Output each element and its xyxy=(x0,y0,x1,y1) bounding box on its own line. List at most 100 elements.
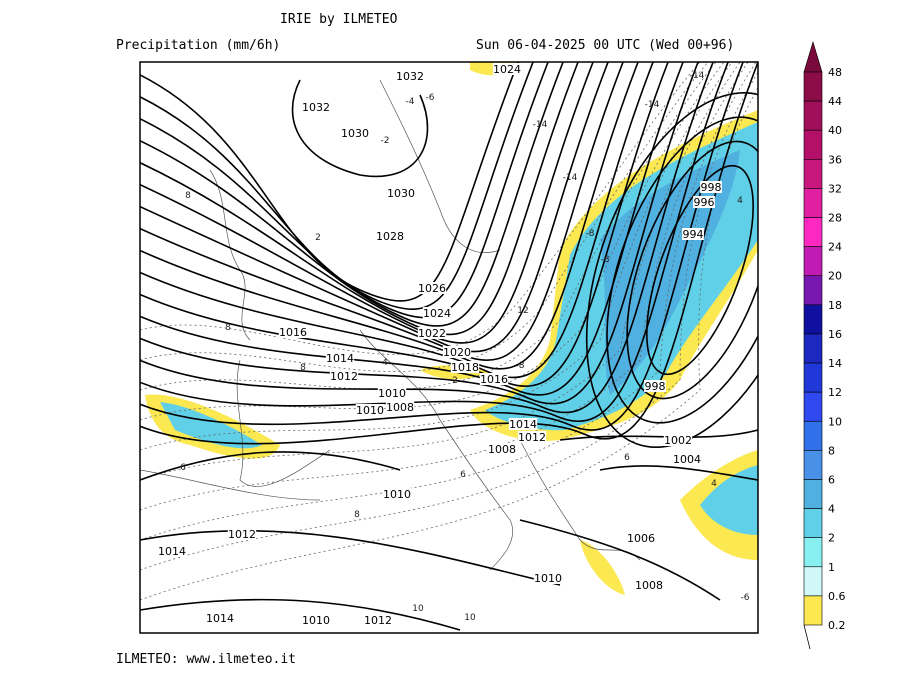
footer-credit: ILMETEO: www.ilmeteo.it xyxy=(116,652,297,667)
isobar-label: 1010 xyxy=(378,387,406,400)
temperature-label: 12 xyxy=(517,306,528,316)
isobar-label-bg xyxy=(644,380,666,392)
isobar-label: 1008 xyxy=(488,443,516,456)
colorbar-label: 20 xyxy=(828,270,842,283)
colorbar-label: 14 xyxy=(828,357,842,370)
isobar-label-bg xyxy=(700,181,722,193)
temperature-label: 8 xyxy=(185,191,191,201)
colorbar-segment xyxy=(803,71,823,102)
isobar xyxy=(140,62,564,327)
isobar-label-bg xyxy=(382,488,412,500)
isobar-label-bg xyxy=(301,101,331,113)
chart-title: IRIE by ILMETEO xyxy=(280,12,398,27)
precip-area xyxy=(160,402,262,449)
isobar-label: 1010 xyxy=(302,614,330,627)
temperature-label: -14 xyxy=(645,100,660,110)
isobar xyxy=(140,62,609,353)
temperature-isoline xyxy=(140,86,758,601)
colorbar-segment xyxy=(803,275,823,306)
precip-area xyxy=(700,465,758,535)
temperature-label: 10 xyxy=(412,604,424,614)
isobar-label: 1012 xyxy=(330,370,358,383)
isobar-label: 1014 xyxy=(509,418,537,431)
isobar-label: 1008 xyxy=(635,579,663,592)
isobar xyxy=(140,62,699,405)
isobar xyxy=(140,598,461,631)
isobar-label: 1004 xyxy=(673,453,701,466)
colorbar-segment xyxy=(803,333,823,364)
isobar-label: 1024 xyxy=(423,307,451,320)
colorbar-segment xyxy=(803,217,823,247)
colorbar-segment xyxy=(803,100,823,131)
colorbar-arrow xyxy=(803,40,823,73)
colorbar-segment xyxy=(803,420,823,451)
isobar-label: 1014 xyxy=(326,352,354,365)
isobar-label-bg xyxy=(663,434,693,446)
isobar-label: 1016 xyxy=(279,326,307,339)
isobar-label: 1028 xyxy=(376,230,404,243)
isobar-low xyxy=(626,140,758,400)
isobar xyxy=(140,62,594,344)
temperature-label: 2 xyxy=(452,376,458,386)
temperature-label: -4 xyxy=(406,97,415,107)
temperature-label: 8 xyxy=(354,510,360,520)
temperature-label: 8 xyxy=(225,323,231,333)
temperature-isoline xyxy=(140,71,758,571)
colorbar-label: 8 xyxy=(828,444,835,457)
colorbar-label: 18 xyxy=(828,299,842,312)
isobar xyxy=(140,62,714,414)
isobar-label-bg xyxy=(450,361,480,373)
isobar-label-bg xyxy=(205,612,235,624)
isobar-label-bg xyxy=(442,346,472,358)
temperature-labels: -14-14-14-14-8-8-6-4-222466888810106412-… xyxy=(180,71,750,623)
isobar-label-bg xyxy=(634,579,664,591)
isobar-label: 1014 xyxy=(158,545,186,558)
isobar xyxy=(140,62,534,310)
forecast-date: Sun 06-04-2025 00 UTC (Wed 00+96) xyxy=(476,38,735,53)
precip-area xyxy=(580,540,625,595)
colorbar-label: 2 xyxy=(828,532,835,545)
field-subtitle: Precipitation (mm/6h) xyxy=(116,38,281,53)
isobar-label: 1012 xyxy=(228,528,256,541)
colorbar-tail xyxy=(803,624,811,650)
isobar-label-bg xyxy=(487,443,517,455)
colorbar-label: 36 xyxy=(828,153,842,166)
isobar-label-bg xyxy=(385,401,415,413)
temperature-label: -8 xyxy=(516,361,525,371)
isobar xyxy=(140,451,401,481)
isobar-label: 1012 xyxy=(364,614,392,627)
isobar-label-bg xyxy=(492,63,522,75)
isobar-label: 996 xyxy=(694,196,715,209)
isobar xyxy=(140,62,758,445)
colorbar-segment xyxy=(803,566,823,597)
map-area: 1032103210301030102810261024102210201018… xyxy=(140,62,758,631)
temperature-label: -6 xyxy=(426,93,435,103)
temperature-label: 10 xyxy=(464,613,476,623)
temperature-label: -14 xyxy=(563,173,578,183)
isobar-label: 1032 xyxy=(302,101,330,114)
isobar-label: 1030 xyxy=(387,187,415,200)
temperature-label: -14 xyxy=(533,120,548,130)
colorbar-segment xyxy=(803,479,823,509)
isobar xyxy=(140,62,729,423)
isobar-label: 998 xyxy=(701,181,722,194)
colorbar-label: 48 xyxy=(828,66,842,79)
isobar-label-bg xyxy=(682,228,704,240)
colorbar-legend: 48 44 40 36 32 28 24 20 18 16 14 12 10 8 6 4 2 1 0.6 0.2 xyxy=(803,40,846,650)
temperature-label: -14 xyxy=(690,71,705,81)
isobar-label: 1002 xyxy=(664,434,692,447)
colorbar-label: 28 xyxy=(828,212,842,225)
isobar-label-bg xyxy=(508,418,538,430)
isobar-label-bg xyxy=(301,614,331,626)
temperature-label: -6 xyxy=(741,593,750,603)
temperature-label: -8 xyxy=(601,255,610,265)
isobar-label: 1016 xyxy=(480,373,508,386)
isobar-label: 1008 xyxy=(386,401,414,414)
colorbar-label: 4 xyxy=(828,503,835,516)
colorbar-label: 12 xyxy=(828,386,842,399)
colorbar-segment xyxy=(803,188,823,218)
isobar-label: 1010 xyxy=(356,404,384,417)
temperature-label: -2 xyxy=(381,136,390,146)
isobar-label-bg xyxy=(626,532,656,544)
isobar-label: 1026 xyxy=(418,282,446,295)
